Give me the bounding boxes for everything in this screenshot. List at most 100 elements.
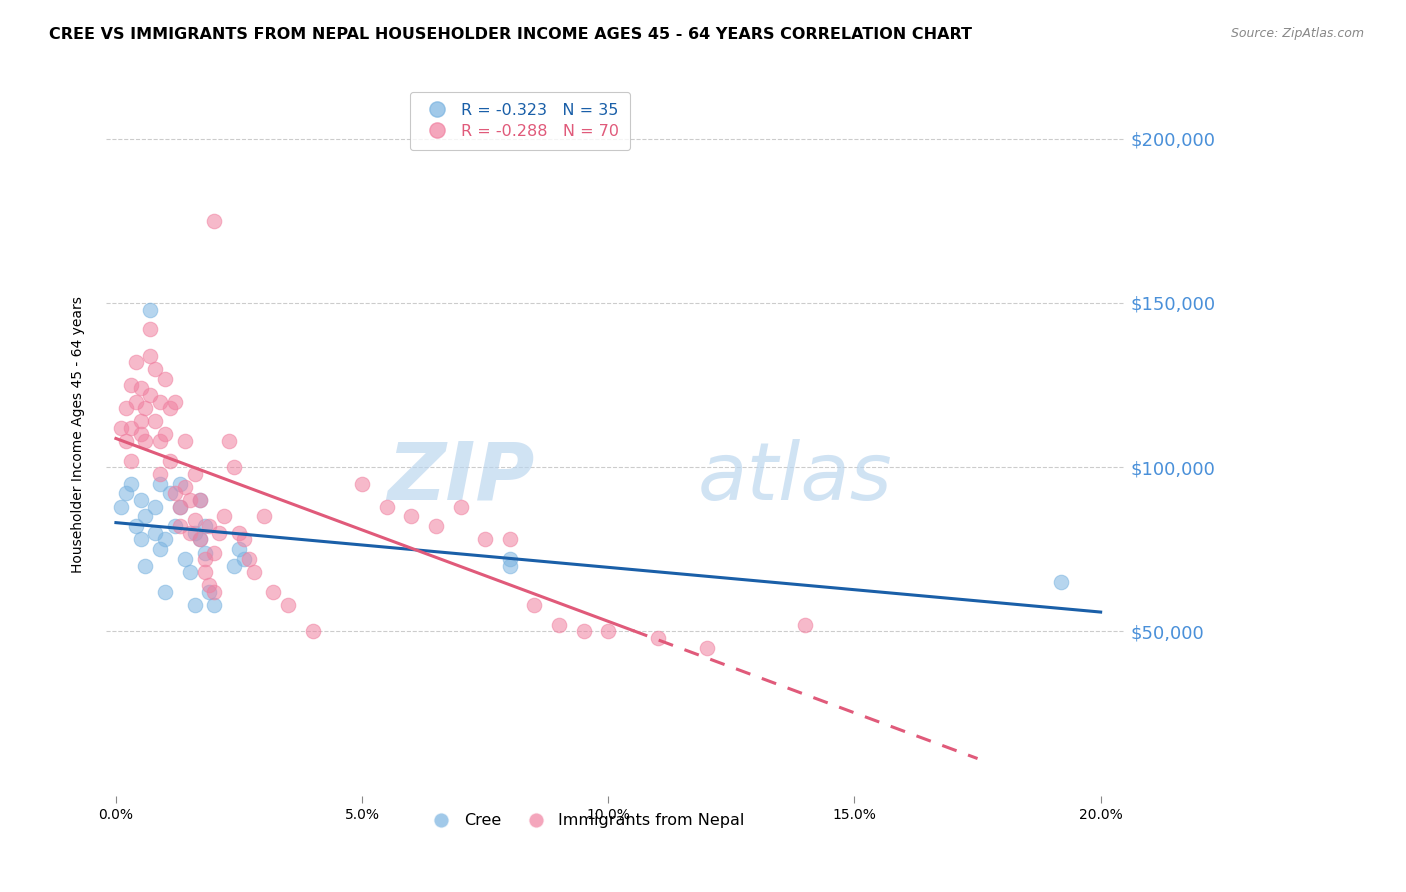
Point: [696, 640, 718, 655]
Point: [232, 533, 254, 547]
Text: atlas: atlas: [697, 439, 891, 516]
Legend: Cree, Immigrants from Nepal: Cree, Immigrants from Nepal: [419, 807, 751, 835]
Point: [183, 467, 205, 481]
Point: [149, 476, 172, 491]
Point: [169, 519, 191, 533]
Point: [277, 598, 299, 612]
Point: [173, 480, 195, 494]
Point: [134, 401, 156, 415]
Point: [159, 486, 181, 500]
Point: [139, 349, 162, 363]
Point: [253, 509, 276, 524]
Point: [149, 467, 172, 481]
Point: [198, 519, 221, 533]
Text: ZIP: ZIP: [387, 439, 534, 516]
Point: [159, 453, 181, 467]
Point: [143, 500, 166, 514]
Point: [110, 500, 132, 514]
Point: [143, 361, 166, 376]
Point: [218, 434, 240, 448]
Point: [193, 566, 215, 580]
Point: [169, 500, 191, 514]
Point: [401, 509, 423, 524]
Point: [179, 525, 201, 540]
Point: [188, 493, 211, 508]
Point: [169, 500, 191, 514]
Point: [163, 519, 186, 533]
Point: [222, 460, 245, 475]
Point: [124, 394, 146, 409]
Point: [149, 434, 172, 448]
Point: [129, 493, 152, 508]
Point: [153, 585, 176, 599]
Point: [149, 542, 172, 557]
Point: [120, 421, 142, 435]
Point: [173, 434, 195, 448]
Point: [474, 533, 496, 547]
Point: [375, 500, 398, 514]
Point: [129, 533, 152, 547]
Point: [153, 371, 176, 385]
Point: [143, 414, 166, 428]
Point: [794, 618, 817, 632]
Point: [208, 525, 231, 540]
Point: [202, 214, 225, 228]
Text: CREE VS IMMIGRANTS FROM NEPAL HOUSEHOLDER INCOME AGES 45 - 64 YEARS CORRELATION : CREE VS IMMIGRANTS FROM NEPAL HOUSEHOLDE…: [49, 27, 972, 42]
Point: [159, 401, 181, 415]
Point: [139, 322, 162, 336]
Point: [129, 427, 152, 442]
Point: [139, 302, 162, 317]
Text: Source: ZipAtlas.com: Source: ZipAtlas.com: [1230, 27, 1364, 40]
Point: [499, 558, 522, 573]
Point: [124, 355, 146, 369]
Point: [163, 486, 186, 500]
Point: [129, 381, 152, 395]
Point: [202, 598, 225, 612]
Point: [598, 624, 620, 639]
Point: [222, 558, 245, 573]
Point: [134, 509, 156, 524]
Point: [134, 558, 156, 573]
Point: [120, 476, 142, 491]
Point: [188, 533, 211, 547]
Point: [647, 631, 669, 645]
Point: [193, 519, 215, 533]
Point: [179, 566, 201, 580]
Point: [120, 453, 142, 467]
Point: [114, 434, 136, 448]
Point: [153, 533, 176, 547]
Point: [548, 618, 571, 632]
Point: [163, 394, 186, 409]
Point: [425, 519, 447, 533]
Point: [198, 585, 221, 599]
Point: [193, 546, 215, 560]
Point: [499, 552, 522, 566]
Point: [242, 566, 264, 580]
Point: [114, 486, 136, 500]
Point: [188, 533, 211, 547]
Point: [179, 493, 201, 508]
Point: [120, 378, 142, 392]
Point: [523, 598, 546, 612]
Point: [188, 493, 211, 508]
Point: [212, 509, 235, 524]
Point: [149, 394, 172, 409]
Point: [202, 585, 225, 599]
Point: [450, 500, 472, 514]
Point: [499, 533, 522, 547]
Point: [169, 476, 191, 491]
Point: [238, 552, 260, 566]
Y-axis label: Householder Income Ages 45 - 64 years: Householder Income Ages 45 - 64 years: [72, 296, 86, 573]
Point: [228, 542, 250, 557]
Point: [129, 414, 152, 428]
Point: [228, 525, 250, 540]
Point: [183, 513, 205, 527]
Point: [302, 624, 325, 639]
Point: [263, 585, 285, 599]
Point: [173, 552, 195, 566]
Point: [1050, 575, 1073, 590]
Point: [114, 401, 136, 415]
Point: [183, 525, 205, 540]
Point: [183, 598, 205, 612]
Point: [124, 519, 146, 533]
